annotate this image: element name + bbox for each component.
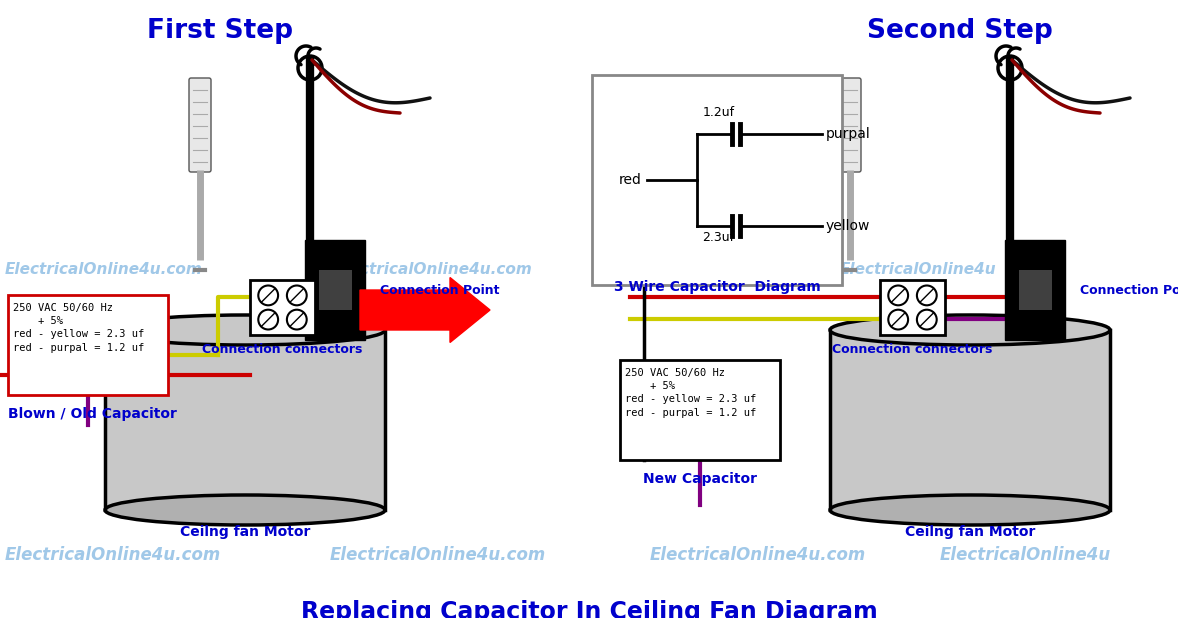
Text: 1.2uf: 1.2uf (702, 106, 735, 119)
Text: 250 VAC 50/60 Hz
    + 5%
red - yellow = 2.3 uf
red - purpal = 1.2 uf: 250 VAC 50/60 Hz + 5% red - yellow = 2.3… (626, 368, 756, 418)
Circle shape (916, 286, 937, 305)
Text: Ceilng fan Motor: Ceilng fan Motor (905, 525, 1035, 539)
Ellipse shape (830, 495, 1110, 525)
Text: ElectricalOnline4u.com: ElectricalOnline4u.com (650, 546, 866, 564)
Circle shape (916, 310, 937, 329)
Ellipse shape (830, 315, 1110, 345)
Bar (318, 270, 351, 310)
Text: ElectricalOnline4u: ElectricalOnline4u (840, 263, 997, 277)
Text: 250 VAC 50/60 Hz
    + 5%
red - yellow = 2.3 uf
red - purpal = 1.2 uf: 250 VAC 50/60 Hz + 5% red - yellow = 2.3… (13, 303, 144, 353)
Ellipse shape (105, 315, 385, 345)
Text: Connection Point: Connection Point (1080, 284, 1178, 297)
Bar (880, 280, 945, 335)
Text: First Step: First Step (147, 18, 293, 44)
Text: ElectricalOnline: ElectricalOnline (660, 263, 795, 277)
Circle shape (258, 310, 278, 329)
Bar (1005, 240, 1065, 340)
Bar (305, 240, 365, 340)
Circle shape (888, 310, 908, 329)
Circle shape (258, 286, 278, 305)
Bar (1019, 270, 1052, 310)
Text: Ceilng fan Motor: Ceilng fan Motor (180, 525, 310, 539)
Text: ElectricalOnline4u.com: ElectricalOnline4u.com (330, 546, 547, 564)
Text: 3 Wire Capacitor  Diagram: 3 Wire Capacitor Diagram (614, 280, 820, 294)
Text: Connection connectors: Connection connectors (203, 343, 363, 356)
Text: Connection Point: Connection Point (380, 284, 499, 297)
Text: ElectricalOnline4u: ElectricalOnline4u (940, 546, 1111, 564)
Text: ElectricalOnline4u.com: ElectricalOnline4u.com (5, 546, 221, 564)
Ellipse shape (105, 495, 385, 525)
Circle shape (888, 286, 908, 305)
Text: yellow: yellow (826, 219, 871, 233)
Bar (830, 330, 1110, 510)
FancyBboxPatch shape (839, 78, 861, 172)
Text: Replacing Capacitor In Ceiling Fan Diagram: Replacing Capacitor In Ceiling Fan Diagr… (300, 600, 878, 618)
Text: red: red (620, 173, 642, 187)
Text: ElectricalOnline4u.com: ElectricalOnline4u.com (5, 263, 203, 277)
Circle shape (287, 286, 306, 305)
Bar (105, 330, 385, 510)
Text: New Capacitor: New Capacitor (643, 472, 757, 486)
FancyBboxPatch shape (188, 78, 211, 172)
Text: Connection connectors: Connection connectors (833, 343, 993, 356)
Bar (250, 280, 315, 335)
Bar (8, 295, 168, 395)
Bar (620, 360, 780, 460)
Text: Blown / Old Capacitor: Blown / Old Capacitor (8, 407, 177, 421)
Text: Second Step: Second Step (867, 18, 1053, 44)
Text: 2.3uf: 2.3uf (702, 231, 735, 244)
Circle shape (287, 310, 306, 329)
Text: ElectricalOnline4u.com: ElectricalOnline4u.com (335, 263, 532, 277)
FancyArrow shape (360, 277, 490, 342)
Bar (593, 75, 842, 285)
Text: purpal: purpal (826, 127, 871, 141)
